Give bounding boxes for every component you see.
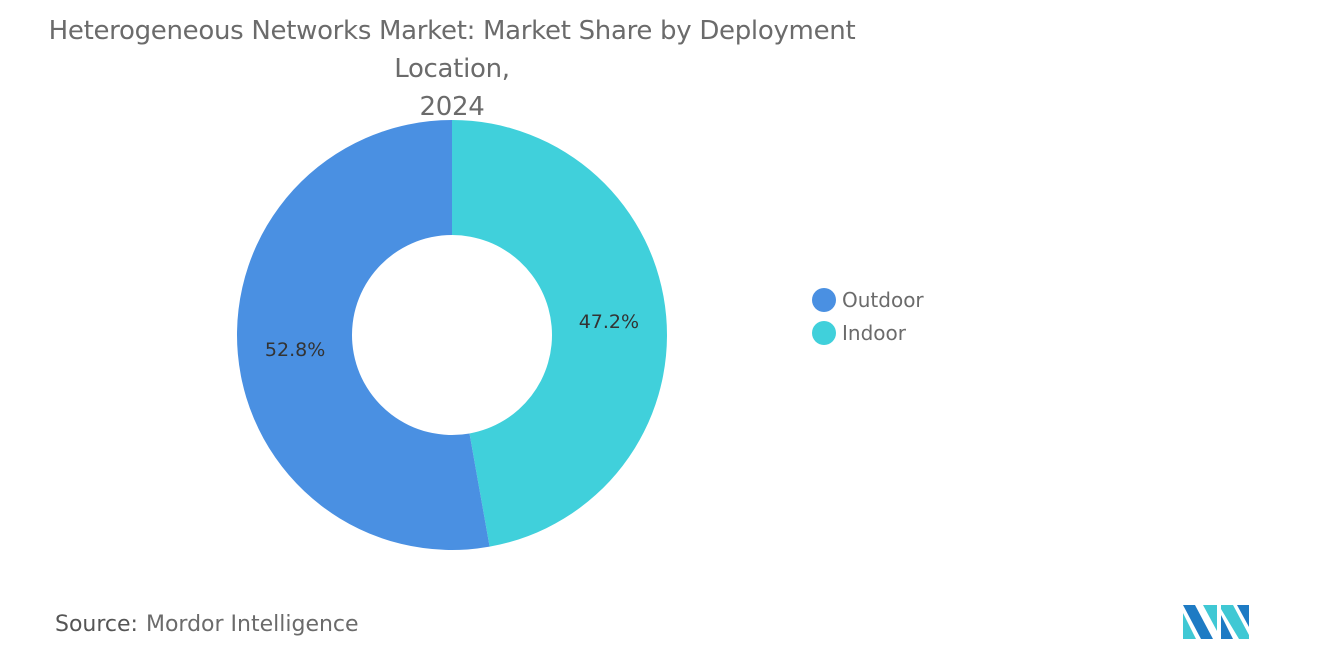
slice-outdoor[interactable] [236,120,490,550]
source-note: Source: Mordor Intelligence [55,612,359,637]
data-label-outdoor: 52.8% [265,339,325,361]
donut-chart: 47.2% 52.8% [236,120,667,550]
legend-label-outdoor: Outdoor [842,287,924,312]
chart-title: Heterogeneous Networks Market: Market Sh… [0,12,904,126]
legend: Outdoor Indoor [812,283,924,349]
mordor-intelligence-logo [1183,605,1249,639]
legend-swatch-indoor [812,320,836,345]
title-line-1: Heterogeneous Networks Market: Market Sh… [48,16,856,84]
slice-indoor[interactable] [452,120,667,547]
legend-label-indoor: Indoor [842,320,906,345]
legend-item-indoor[interactable]: Indoor [812,316,924,349]
source-label: Source: [55,612,138,637]
legend-swatch-outdoor [812,287,836,312]
data-label-indoor: 47.2% [579,311,639,333]
source-value: Mordor Intelligence [145,612,359,637]
legend-item-outdoor[interactable]: Outdoor [812,283,924,316]
title-line-2: 2024 [419,92,485,122]
